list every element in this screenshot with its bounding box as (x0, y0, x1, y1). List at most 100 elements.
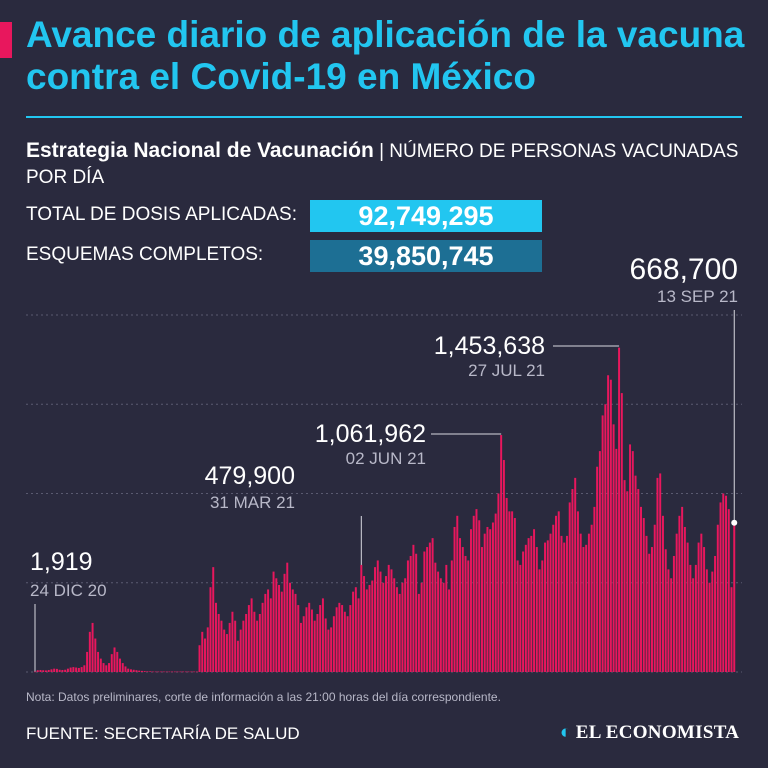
bar (245, 613, 248, 672)
bar (535, 547, 538, 672)
bar (653, 524, 656, 672)
complete-schemes-label: ESQUEMAS COMPLETOS: (26, 244, 264, 265)
bar (66, 668, 69, 672)
bar (91, 622, 94, 672)
bar (445, 564, 448, 672)
bar (171, 671, 174, 673)
bar (267, 589, 270, 672)
bar (659, 473, 662, 672)
bar (697, 542, 700, 672)
bar (497, 493, 500, 672)
bar (190, 671, 193, 673)
bar (456, 515, 459, 672)
bar (280, 591, 283, 672)
bar (272, 571, 275, 672)
bar (258, 613, 261, 672)
bar (182, 671, 185, 673)
bar (494, 513, 497, 672)
bar (53, 668, 56, 672)
bar (236, 640, 239, 672)
total-doses-value: 92,749,295 (310, 200, 542, 232)
bar (264, 593, 267, 672)
bar (538, 569, 541, 672)
bar (714, 555, 717, 672)
bar (705, 569, 708, 672)
bar (83, 665, 86, 672)
bar (461, 547, 464, 672)
bar (530, 535, 533, 672)
bar (612, 424, 615, 672)
bar (585, 544, 588, 672)
bar (502, 460, 505, 672)
bar (184, 671, 187, 673)
bar (94, 638, 97, 672)
bar (601, 415, 604, 672)
bar (335, 607, 338, 672)
bar (105, 665, 108, 672)
bar (239, 629, 242, 672)
annotation-date-last-day: 13 SEP 21 (657, 287, 738, 306)
bar (313, 620, 316, 672)
bar (631, 451, 634, 672)
bar (157, 671, 160, 673)
bar (640, 506, 642, 672)
bar (261, 602, 264, 672)
bar (34, 671, 36, 673)
logo-text: EL ECONOMISTA (575, 722, 740, 743)
bar (593, 506, 596, 672)
bar (590, 524, 593, 672)
total-doses-label: TOTAL DE DOSIS APLICADAS: (26, 204, 298, 225)
bar (582, 547, 585, 672)
bar (681, 506, 684, 672)
logo-icon: ◐ (560, 722, 572, 743)
bar (119, 658, 121, 672)
bar (404, 578, 407, 672)
bar (437, 571, 440, 672)
bar (247, 605, 250, 672)
bar (472, 515, 475, 672)
bar (113, 647, 116, 672)
bar (110, 654, 113, 672)
bar (604, 404, 607, 672)
bar (607, 375, 610, 672)
annotation-value-july: 1,453,638 (434, 332, 545, 360)
bar (195, 671, 198, 673)
bar (352, 591, 355, 672)
bar (598, 451, 601, 672)
bar (571, 489, 574, 672)
bar (220, 620, 223, 672)
bar (533, 529, 536, 672)
bar (733, 522, 736, 672)
bar (305, 607, 308, 672)
chart-annotations: 1,919 24 DIC 20 479,900 31 MAR 21 1,061,9620… (30, 253, 738, 672)
bar (176, 671, 179, 673)
bar (310, 609, 313, 672)
bar (629, 444, 632, 672)
bar (700, 533, 703, 672)
bar (204, 638, 206, 672)
bar (678, 515, 681, 672)
bar (330, 627, 333, 672)
bar (522, 551, 525, 672)
bar (209, 587, 212, 672)
bar (719, 502, 722, 672)
bar (55, 668, 58, 672)
bar (549, 533, 552, 672)
bar (165, 671, 168, 673)
bar (198, 645, 201, 672)
bar (368, 584, 371, 672)
bar (511, 511, 514, 672)
data-note: Nota: Datos preliminares, corte de infor… (26, 690, 501, 704)
bar (302, 616, 305, 672)
bar (563, 542, 566, 672)
bar (365, 589, 368, 672)
bar (77, 667, 80, 672)
bar (516, 560, 519, 672)
bar (544, 542, 547, 672)
bar (448, 589, 451, 672)
bar (415, 553, 418, 672)
bar (667, 569, 670, 672)
bar (557, 511, 560, 672)
data-source: FUENTE: SECRETARÍA DE SALUD (26, 724, 300, 743)
bar (308, 602, 311, 672)
